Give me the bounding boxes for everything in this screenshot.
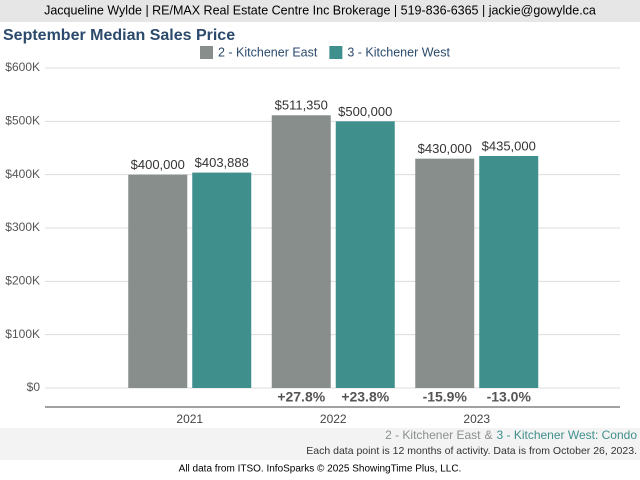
market-east: 2 - Kitchener East xyxy=(385,428,481,442)
x-tick-label: 2022 xyxy=(320,412,347,426)
x-tick-label: 2023 xyxy=(463,412,490,426)
y-tick-label: $0 xyxy=(27,380,41,394)
y-tick-label: $400K xyxy=(5,167,40,181)
value-label: $400,000 xyxy=(131,157,185,172)
change-label: -15.9% xyxy=(423,389,468,405)
market-west: 3 - Kitchener West: Condo xyxy=(496,428,637,442)
value-label: $500,000 xyxy=(338,104,392,119)
y-tick-label: $200K xyxy=(5,274,40,288)
chart-title: September Median Sales Price xyxy=(3,27,235,44)
value-label: $511,350 xyxy=(275,98,328,113)
y-tick-label: $600K xyxy=(5,60,40,74)
x-tick-label: 2021 xyxy=(176,412,203,426)
header-bar xyxy=(0,0,640,22)
value-label: $435,000 xyxy=(482,138,536,153)
market-amp: & xyxy=(484,428,492,442)
y-tick-label: $100K xyxy=(5,327,40,341)
source-note: All data from ITSO. InfoSparks © 2025 Sh… xyxy=(179,464,462,475)
data-note: Each data point is 12 months of activity… xyxy=(306,445,637,457)
market-note: 2 - Kitchener East & 3 - Kitchener West: C… xyxy=(385,428,637,442)
bar xyxy=(271,115,331,388)
header: Jacqueline Wylde | RE/MAX Real Estate Ce… xyxy=(44,3,596,17)
bar xyxy=(479,156,539,388)
bar xyxy=(128,174,188,388)
footer-band xyxy=(0,428,640,460)
bar xyxy=(415,158,475,388)
y-tick-label: $500K xyxy=(5,114,40,128)
change-label: +27.8% xyxy=(277,389,325,405)
value-label: $430,000 xyxy=(418,141,472,156)
legend-label: 3 - Kitchener West xyxy=(347,45,450,59)
bar xyxy=(192,172,252,388)
legend-swatch xyxy=(200,46,213,59)
value-label: $403,888 xyxy=(195,155,249,170)
y-tick-label: $300K xyxy=(5,220,40,234)
change-label: -13.0% xyxy=(487,389,532,405)
change-label: +23.8% xyxy=(341,389,389,405)
legend-swatch xyxy=(329,46,343,59)
legend-label: 2 - Kitchener East xyxy=(218,45,318,59)
bar xyxy=(335,121,395,388)
